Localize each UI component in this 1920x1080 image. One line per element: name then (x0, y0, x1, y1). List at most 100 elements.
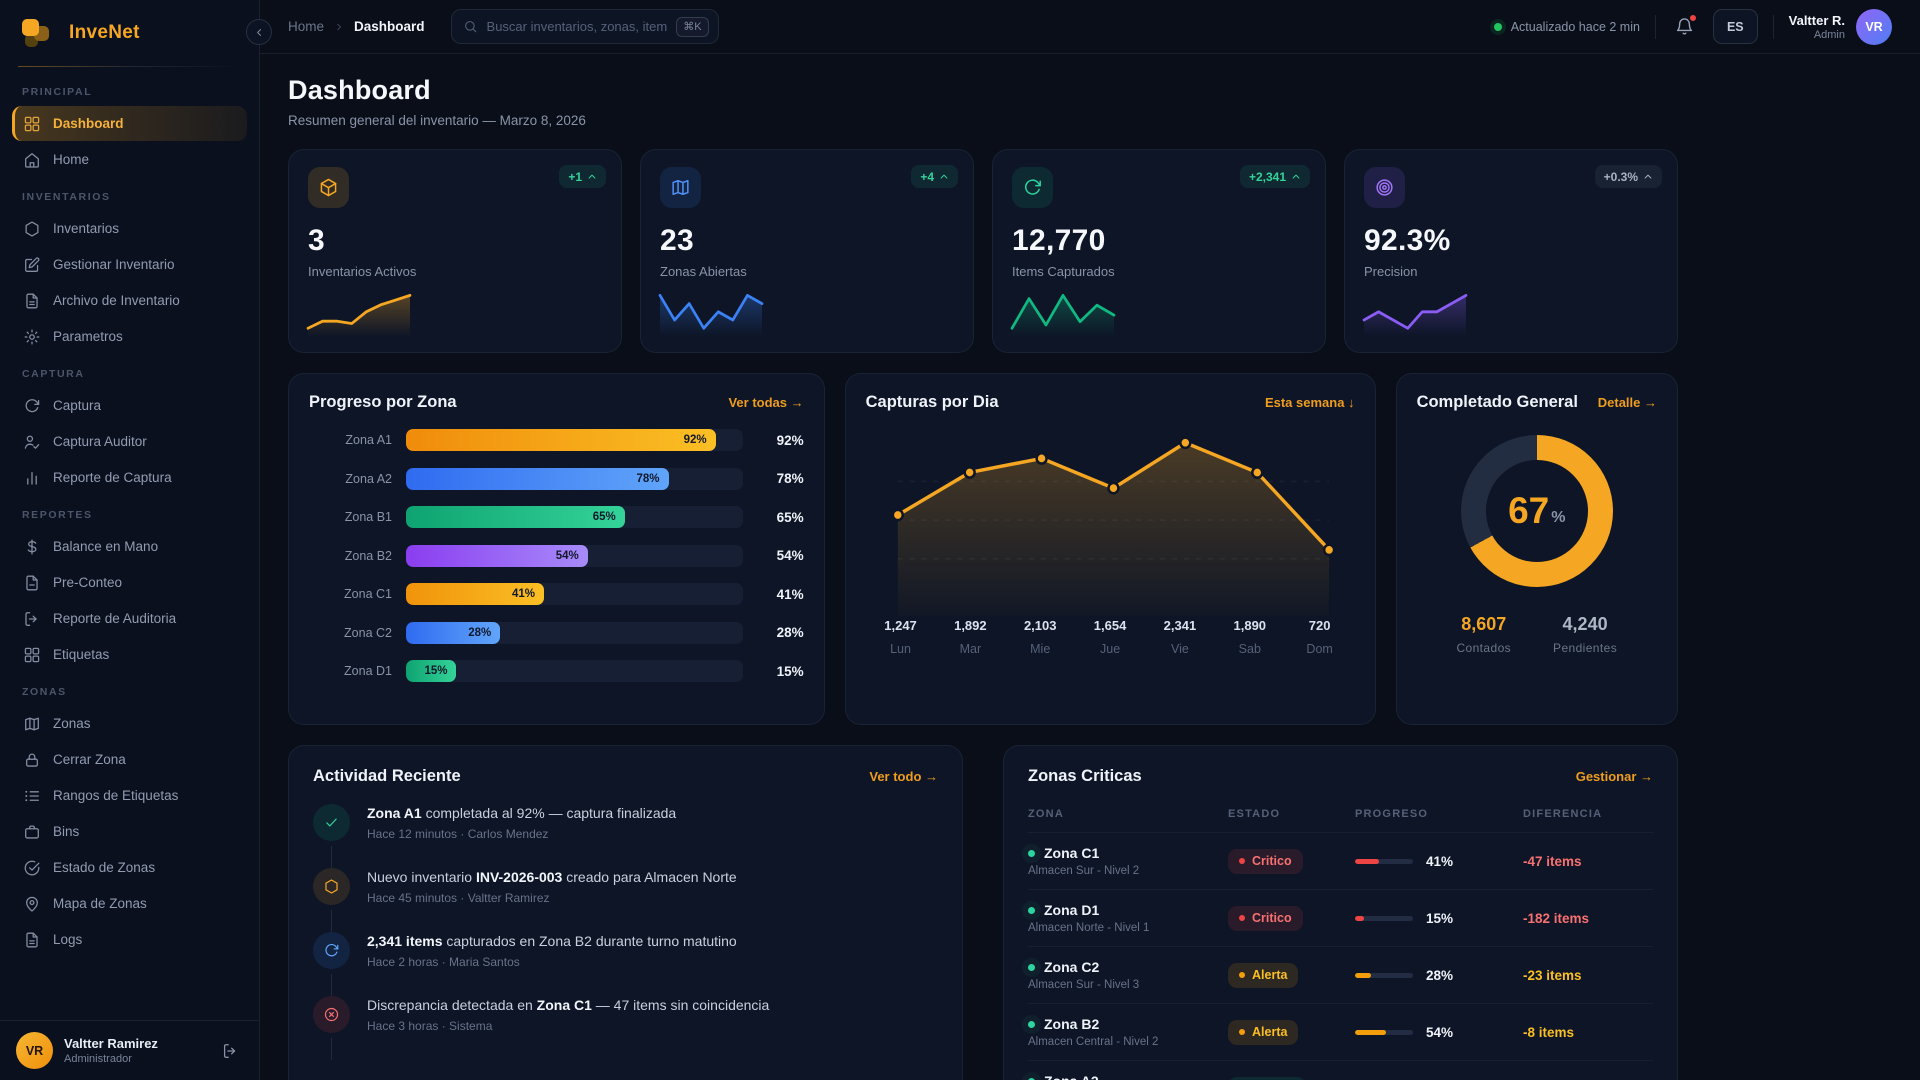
panel-title: Actividad Reciente (313, 767, 461, 785)
sidebar-item-captura-auditor[interactable]: Captura Auditor (12, 424, 247, 459)
zone-location: Almacen Sur - Nivel 3 (1028, 979, 1140, 991)
status-badge: Critico (1228, 848, 1303, 874)
row-percent: 54% (1426, 1024, 1454, 1040)
table-row[interactable]: Zona D1 Almacen Norte - Nivel 1 Critico 1… (1028, 889, 1653, 946)
table-row[interactable]: Zona A2Almacen Central - Nivel 1 Normal … (1028, 1060, 1653, 1080)
difference-value: -23 items (1523, 967, 1582, 983)
stat-value: 8,607 (1461, 614, 1507, 634)
sidebar-item-home[interactable]: Home (12, 142, 247, 177)
difference-value: -8 items (1523, 1024, 1575, 1040)
sidebar-item-dashboard[interactable]: Dashboard (12, 106, 247, 141)
panel-title: Completado General (1416, 393, 1578, 411)
sidebar-item-logs[interactable]: Logs (12, 922, 247, 957)
kpi-label: Precision (1364, 264, 1418, 279)
stat-contados: 8,607 Contados (1456, 614, 1511, 655)
status-dot (1493, 22, 1502, 31)
sidebar-item-etiquetas[interactable]: Etiquetas (12, 637, 247, 672)
sidebar-item-label: Mapa de Zonas (53, 896, 147, 911)
sidebar-item-label: Logs (53, 932, 83, 947)
stat-label: Contados (1456, 641, 1512, 655)
zone-progress-bar: 15% (406, 660, 743, 682)
zone-name: Zona C2 (1044, 959, 1100, 975)
zone-label: Zona C2 (344, 625, 392, 640)
divider (1654, 14, 1656, 39)
view-all-zones-link[interactable]: Ver todas → (728, 395, 804, 410)
stat-value: 4,240 (1562, 614, 1608, 634)
sidebar-item-zonas[interactable]: Zonas (12, 706, 247, 741)
zone-progress-row: Zona A1 92% 92% (309, 429, 804, 451)
activity-meta: Hace 12 minutos · Carlos Mendez (367, 827, 549, 841)
recent-activity-panel: Actividad Reciente Ver todo → Zona A1 co… (288, 745, 963, 1080)
sidebar-item-cerrar-zona[interactable]: Cerrar Zona (12, 742, 247, 777)
difference-value: -182 items (1523, 910, 1590, 926)
manage-zones-link[interactable]: Gestionar → (1575, 769, 1653, 784)
zone-label: Zona A2 (345, 471, 392, 486)
sidebar-item-bins[interactable]: Bins (12, 814, 247, 849)
zone-location: Almacen Central - Nivel 2 (1028, 1036, 1159, 1048)
middle-row: Progreso por Zona Ver todas → Zona A1 92… (288, 373, 1678, 725)
activity-title: Discrepancia detectada en Zona C1 — 47 i… (367, 997, 770, 1013)
sidebar-item-pre-conteo[interactable]: Pre-Conteo (12, 565, 247, 600)
table-row[interactable]: Zona B2 Almacen Central - Nivel 2 Alerta … (1028, 1003, 1653, 1060)
zone-label: Zona B2 (344, 548, 392, 563)
table-row[interactable]: Zona C2 Almacen Sur - Nivel 3 Alerta 28% … (1028, 946, 1653, 1003)
sidebar-item-captura[interactable]: Captura (12, 388, 247, 423)
kpi-card-precision: +0.3% 92.3% Precision (1344, 149, 1678, 353)
row-progress-bar (1355, 858, 1413, 864)
sidebar-item-gestionar-inventario[interactable]: Gestionar Inventario (12, 247, 247, 282)
this-week-link[interactable]: Esta semana ↓ (1264, 395, 1355, 410)
kpi-delta-badge: +2,341 (1239, 165, 1310, 188)
sidebar-item-parametros[interactable]: Parametros (12, 319, 247, 354)
sidebar-item-rangos-de-etiquetas[interactable]: Rangos de Etiquetas (12, 778, 247, 813)
user-name: Valtter R. (1788, 12, 1845, 28)
sidebar-item-reporte-de-auditoria[interactable]: Reporte de Auditoria (12, 601, 247, 636)
sidebar-item-estado-de-zonas[interactable]: Estado de Zonas (12, 850, 247, 885)
zone-location: Almacen Sur - Nivel 2 (1028, 865, 1140, 877)
logout-button[interactable] (217, 1038, 243, 1064)
kpi-card-inventarios-activos: +1 3 Inventarios Activos (288, 149, 622, 353)
check-icon (313, 804, 350, 841)
sidebar-item-label: Inventarios (53, 221, 120, 236)
captures-chart (891, 436, 1335, 616)
edit-icon (23, 256, 41, 274)
bar-value-label: 41% (511, 588, 535, 600)
sidebar-item-balance-en-mano[interactable]: Balance en Mano (12, 529, 247, 564)
sidebar-item-inventarios[interactable]: Inventarios (12, 211, 247, 246)
zone-active-dot (1028, 1077, 1035, 1080)
kpi-label: Inventarios Activos (308, 264, 417, 279)
zone-progress-bar: 28% (406, 621, 743, 644)
bar-value-label: 28% (468, 626, 492, 639)
language-button[interactable]: ES (1712, 9, 1758, 44)
view-all-activity-link[interactable]: Ver todo → (869, 769, 938, 784)
zone-name: Zona A2 (1044, 1073, 1099, 1080)
bar-value-label: 15% (424, 665, 448, 677)
zone-active-dot (1028, 906, 1035, 914)
axis-cell: 1,654 Jue (1093, 618, 1127, 656)
zone-progress-panel: Progreso por Zona Ver todas → Zona A1 92… (288, 373, 825, 725)
page-subtitle: Resumen general del inventario — Marzo 8… (288, 113, 586, 128)
sidebar-item-archivo-de-inventario[interactable]: Archivo de Inventario (12, 283, 247, 318)
trend-up-icon (1292, 174, 1300, 179)
app-logo: InveNet (0, 0, 259, 64)
table-row[interactable]: Zona C1 Almacen Sur - Nivel 2 Critico 41%… (1028, 832, 1653, 889)
search-input[interactable] (486, 19, 668, 34)
search-shortcut-badge: ⌘K (676, 16, 709, 37)
sidebar-collapse-button[interactable] (246, 19, 272, 45)
refresh-icon (23, 397, 41, 415)
topbar-right: Actualizado hace 2 min ES Valtter R. Adm… (1493, 8, 1892, 45)
user-menu[interactable]: Valtter R. Admin VR (1788, 8, 1892, 45)
search-bar[interactable]: ⌘K (450, 9, 719, 44)
trend-up-icon (1644, 174, 1652, 179)
stat-pendientes: 4,240 Pendientes (1553, 614, 1617, 655)
breadcrumb-home[interactable]: Home (288, 19, 325, 34)
detail-link[interactable]: Detalle → (1597, 395, 1657, 410)
sidebar-user-card: VR Valtter Ramirez Administrador (0, 1020, 259, 1080)
critical-zones-table: ZONA ESTADO PROGRESO DIFERENCIA Zona C1 A… (1028, 799, 1653, 1080)
critical-zones-panel: Zonas Criticas Gestionar → ZONA ESTADO P… (1003, 745, 1678, 1080)
kpi-delta: +1 (568, 169, 582, 184)
sidebar-item-reporte-de-captura[interactable]: Reporte de Captura (12, 460, 247, 495)
notifications-button[interactable] (1671, 13, 1698, 40)
kpi-value: 12,770 (1012, 224, 1106, 257)
sidebar-item-mapa-de-zonas[interactable]: Mapa de Zonas (12, 886, 247, 921)
briefcase-icon (23, 823, 41, 841)
